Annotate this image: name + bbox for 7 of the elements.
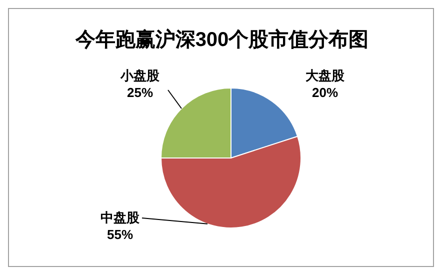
slice-label: 中盘股 xyxy=(100,210,140,225)
slice-label: 大盘股 xyxy=(306,68,346,83)
slice-label: 小盘股 xyxy=(120,68,160,83)
data-label: 25% xyxy=(126,85,154,100)
data-label: 55% xyxy=(106,227,134,242)
data-label: 20% xyxy=(312,85,338,100)
chart-title: 今年跑赢沪深300个股市值分布图 xyxy=(74,28,369,51)
